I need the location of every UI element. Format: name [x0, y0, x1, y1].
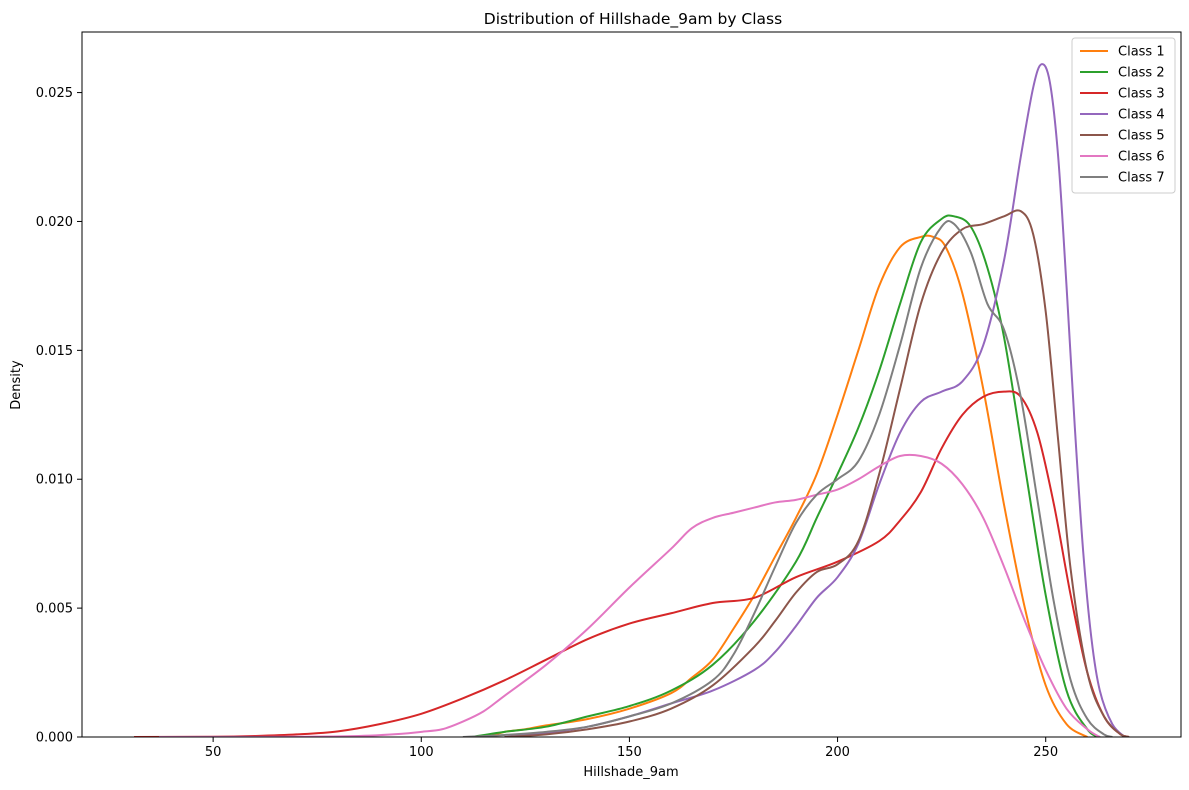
- legend-box: [1071, 37, 1176, 194]
- x-tick-label: 200: [825, 745, 850, 760]
- y-tick-label: 0.025: [36, 86, 73, 101]
- series-line-class-1: [487, 234, 1088, 737]
- y-tick-label: 0.010: [36, 473, 73, 488]
- legend-label: Class 2: [1118, 66, 1165, 81]
- x-axis-title: Hillshade_9am: [583, 765, 678, 780]
- y-axis: 0.000 0.005 0.010 0.015 0.020 0.025: [36, 86, 82, 746]
- y-axis-title: Density: [9, 360, 24, 410]
- legend-label: Class 4: [1118, 108, 1165, 123]
- plot-area: [81, 31, 1182, 738]
- x-tick-label: 100: [409, 745, 434, 760]
- legend-label: Class 3: [1118, 87, 1165, 102]
- series-line-class-2: [471, 214, 1101, 737]
- series-line-class-4: [504, 63, 1126, 737]
- plot-frame: [81, 31, 1182, 738]
- x-tick-label: 250: [1033, 745, 1058, 760]
- chart-title: Distribution of Hillshade_9am by Class: [484, 10, 782, 29]
- series-line-class-7: [462, 219, 1113, 737]
- x-axis: 50 100 150 200 250: [205, 737, 1058, 760]
- y-tick-label: 0.015: [36, 344, 73, 359]
- y-tick-label: 0.005: [36, 602, 73, 617]
- x-tick-label: 50: [205, 745, 222, 760]
- legend-label: Class 1: [1118, 45, 1165, 60]
- series-lines: [134, 63, 1130, 737]
- y-tick-label: 0.000: [36, 731, 73, 746]
- y-tick-label: 0.020: [36, 215, 73, 230]
- series-line-class-5: [504, 209, 1130, 737]
- x-tick-label: 150: [617, 745, 642, 760]
- legend-label: Class 5: [1118, 129, 1165, 144]
- series-line-class-3: [134, 390, 1130, 737]
- legend: Class 1 Class 2 Class 3 Class 4 Class 5 Class…: [1071, 37, 1176, 194]
- legend-label: Class 7: [1118, 171, 1165, 186]
- series-line-class-6: [159, 453, 1101, 737]
- legend-label: Class 6: [1118, 150, 1165, 165]
